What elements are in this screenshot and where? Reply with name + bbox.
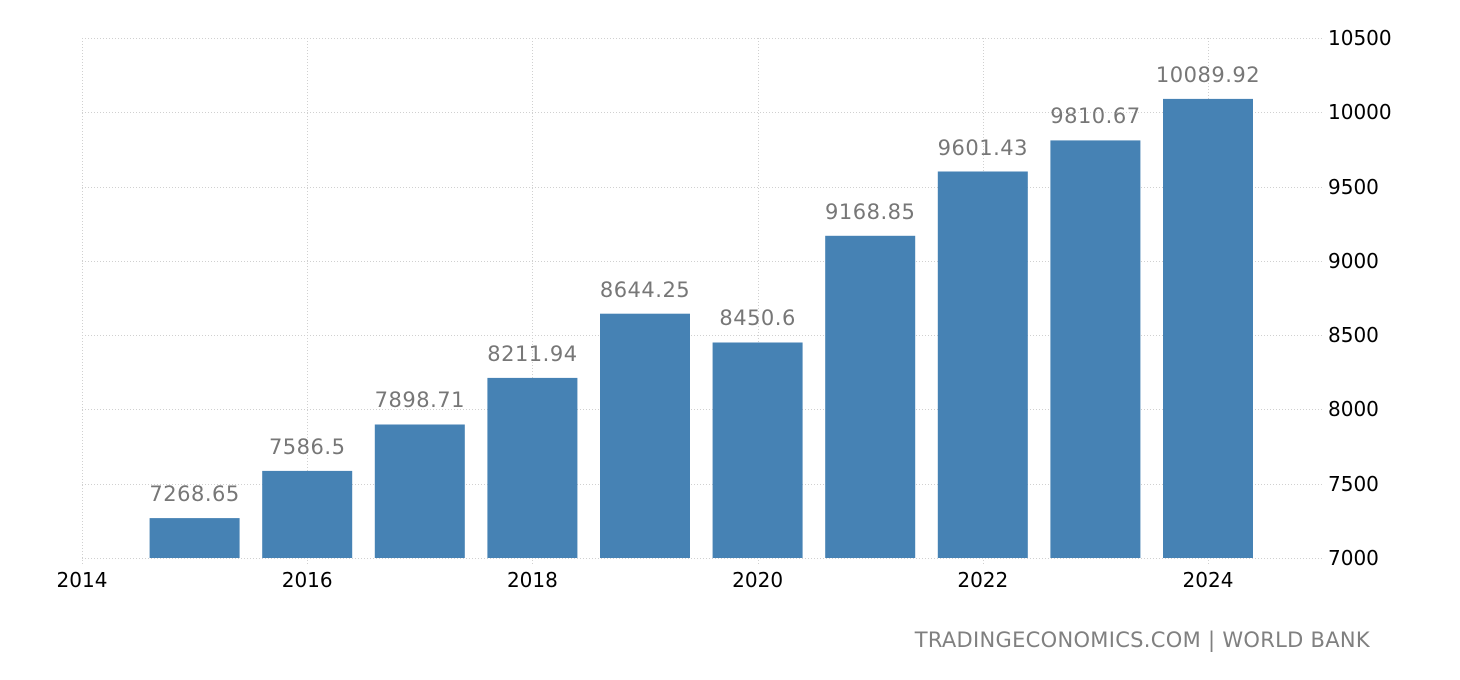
bar-2018 bbox=[487, 377, 578, 558]
bar-2024 bbox=[1163, 98, 1253, 559]
y-tick-label: 7000 bbox=[1328, 546, 1379, 570]
bar-value-label: 7898.71 bbox=[374, 388, 465, 413]
bar-value-label: 7586.5 bbox=[268, 434, 346, 459]
bars bbox=[149, 98, 1253, 559]
bar-value-label: 8450.6 bbox=[719, 306, 796, 331]
bar-2020 bbox=[712, 342, 803, 558]
bar-value-label: 8644.25 bbox=[599, 277, 691, 302]
source-attribution: TRADINGECONOMICS.COM | WORLD BANK bbox=[914, 628, 1370, 652]
y-tick-label: 9000 bbox=[1328, 248, 1379, 273]
bar-value-label: 8211.94 bbox=[487, 341, 578, 366]
y-tick-label: 9500 bbox=[1328, 174, 1379, 199]
y-tick-label: 8500 bbox=[1328, 323, 1379, 348]
x-tick-label: 2020 bbox=[732, 568, 784, 592]
bar-value-label: 9601.43 bbox=[937, 135, 1028, 160]
bar-2021 bbox=[825, 235, 916, 559]
bar-2022 bbox=[937, 171, 1028, 558]
x-tick-label: 2018 bbox=[506, 568, 558, 592]
bar-value-label: 7268.65 bbox=[149, 482, 240, 507]
y-tick-label: 10000 bbox=[1328, 100, 1392, 125]
bar-value-label: 10089.92 bbox=[1155, 62, 1261, 87]
bar-2019 bbox=[600, 313, 690, 558]
bar-value-label: 9810.67 bbox=[1050, 104, 1141, 129]
bar-value-label: 9168.85 bbox=[825, 199, 916, 224]
bar-2023 bbox=[1050, 140, 1141, 558]
y-tick-label: 7500 bbox=[1328, 471, 1379, 496]
y-tick-label: 10500 bbox=[1328, 26, 1392, 50]
x-tick-label: 2014 bbox=[56, 568, 108, 592]
y-tick-label: 8000 bbox=[1328, 397, 1379, 422]
bar-2016 bbox=[262, 470, 353, 558]
bar-2015 bbox=[149, 518, 240, 558]
x-tick-label: 2022 bbox=[957, 568, 1009, 592]
x-tick-label: 2016 bbox=[281, 568, 333, 592]
x-tick-label: 2024 bbox=[1182, 568, 1234, 592]
bar-2017 bbox=[374, 424, 465, 558]
